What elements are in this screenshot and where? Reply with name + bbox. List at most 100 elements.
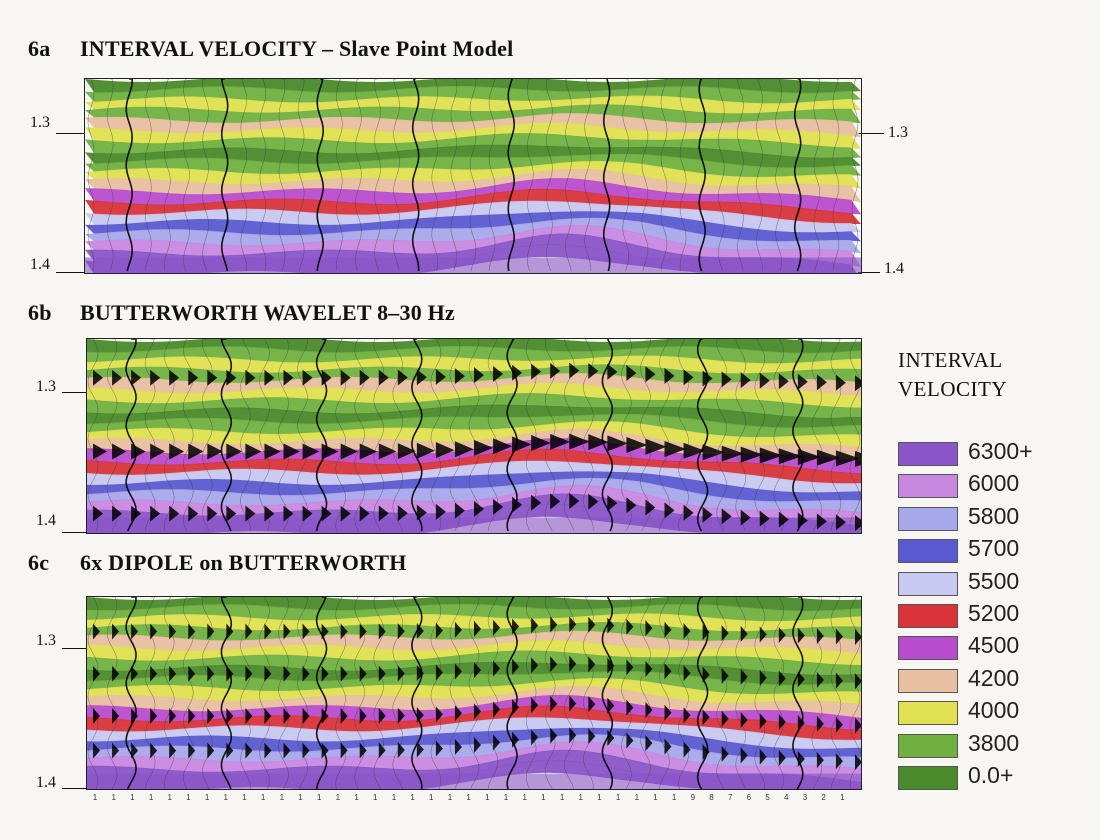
- seismic-trace: [678, 339, 689, 532]
- legend-swatch: [898, 604, 958, 628]
- seismic-trace: [526, 79, 534, 272]
- wavelet-peak: [93, 443, 107, 460]
- wavelet-peak: [645, 661, 653, 678]
- wavelet-peak: [550, 656, 558, 673]
- seismic-trace: [278, 339, 289, 532]
- seismic-trace: [468, 339, 480, 532]
- wavelet-peak: [607, 657, 615, 674]
- wavelet-peak: [607, 435, 629, 452]
- wavelet-peak: [340, 369, 351, 386]
- wavelet-peak: [835, 716, 843, 733]
- seismic-trace: [640, 339, 651, 532]
- time-label: 1.3: [888, 124, 908, 141]
- time-label: 1.4: [36, 774, 56, 791]
- wavelet-peak: [226, 369, 237, 386]
- velocity-layer: [87, 346, 861, 365]
- wavelet-peak: [226, 443, 243, 460]
- wavelet-peak: [778, 511, 789, 528]
- seismic-trace: [202, 79, 209, 272]
- shot-number: 1: [298, 793, 303, 802]
- seismic-trace: [601, 597, 614, 789]
- wavelet-peak: [493, 498, 504, 515]
- wavelet-peak: [454, 705, 462, 722]
- wavelet-peak: [245, 443, 262, 460]
- seismic-trace: [354, 597, 366, 789]
- wavelet-peak: [855, 629, 861, 646]
- legend-item: 4000: [898, 697, 1098, 726]
- legend-title-line: VELOCITY: [898, 377, 1007, 401]
- wavelet-peak: [359, 707, 367, 724]
- velocity-layer: [85, 104, 861, 125]
- wavelet-peak: [531, 729, 539, 746]
- shot-number: 1: [204, 793, 210, 802]
- seismic-trace: [220, 597, 233, 789]
- panel-6a-title: 6a INTERVAL VELOCITY – Slave Point Model: [28, 36, 513, 62]
- wavelet-peak: [588, 493, 599, 510]
- wavelet-peak: [645, 701, 653, 718]
- seismic-trace: [106, 79, 114, 272]
- seismic-trace: [659, 339, 670, 532]
- wavelet-peak: [721, 445, 744, 462]
- seismic-trace: [163, 339, 175, 532]
- velocity-layer: [87, 460, 861, 494]
- legend-swatch: [898, 442, 958, 466]
- wavelet-peak: [112, 708, 120, 725]
- wavelet-peak: [188, 623, 196, 640]
- wavelet-peak: [721, 745, 729, 762]
- wavelet-peak: [283, 505, 294, 522]
- wavelet-peak: [474, 620, 481, 637]
- velocity-layer: [85, 224, 861, 267]
- wavelet-peak: [683, 504, 694, 521]
- wavelet-peak: [226, 505, 237, 522]
- wavelet-peak: [454, 502, 465, 519]
- legend-title-line: INTERVAL: [898, 348, 1003, 372]
- wavelet-peak: [512, 364, 523, 381]
- wavelet-peak: [740, 747, 748, 764]
- seismic-trace: [754, 597, 766, 789]
- wavelet-peak: [493, 619, 501, 636]
- seismic-trace: [506, 339, 518, 532]
- wavelet-peak: [740, 446, 764, 463]
- wavelet-peak: [759, 669, 767, 686]
- shot-number: 1: [578, 793, 583, 802]
- seismic-trace: [698, 79, 707, 272]
- wavelet-peak: [512, 699, 520, 716]
- wavelet-peak: [607, 697, 615, 714]
- wavelet-peak: [397, 443, 416, 460]
- wavelet-peak: [702, 444, 725, 461]
- wavelet-peak: [150, 623, 158, 640]
- shot-number: 1: [671, 793, 677, 802]
- wavelet-peak: [378, 707, 386, 724]
- seismic-trace: [240, 339, 251, 531]
- seismic-trace: [641, 79, 649, 272]
- velocity-layer: [85, 95, 861, 115]
- wavelet-peak: [816, 449, 841, 466]
- shot-number: 1: [840, 793, 845, 802]
- legend-value: 4000: [968, 697, 1020, 724]
- wavelet-peak: [816, 374, 827, 391]
- velocity-layer: [87, 773, 861, 789]
- wavelet-peak: [835, 628, 843, 645]
- wavelet-peak: [740, 625, 748, 642]
- seismic-trace: [487, 339, 499, 532]
- wavelet-peak: [435, 664, 443, 681]
- shot-number: 1: [559, 793, 565, 802]
- wavelet-peak: [93, 505, 103, 522]
- wavelet-peak: [474, 500, 484, 517]
- seismic-trace: [182, 339, 194, 532]
- wavelet-peak: [835, 514, 846, 531]
- velocity-layer: [87, 717, 861, 750]
- panel-6b-title: 6b BUTTERWORTH WAVELET 8–30 Hz: [28, 300, 455, 326]
- wavelet-peak: [855, 451, 861, 468]
- velocity-layer: [85, 257, 861, 273]
- wavelet-peak: [302, 369, 313, 386]
- shot-number: 1: [260, 793, 266, 802]
- wavelet-peak: [416, 504, 427, 521]
- wavelet-peak: [855, 717, 861, 734]
- seismic-trace: [773, 597, 785, 789]
- wavelet-peak: [816, 752, 824, 769]
- wavelet-peak: [150, 665, 158, 682]
- panel-title-text: 6x DIPOLE on BUTTERWORTH: [80, 550, 407, 575]
- wavelet-peak: [683, 623, 691, 640]
- velocity-layer: [85, 188, 861, 225]
